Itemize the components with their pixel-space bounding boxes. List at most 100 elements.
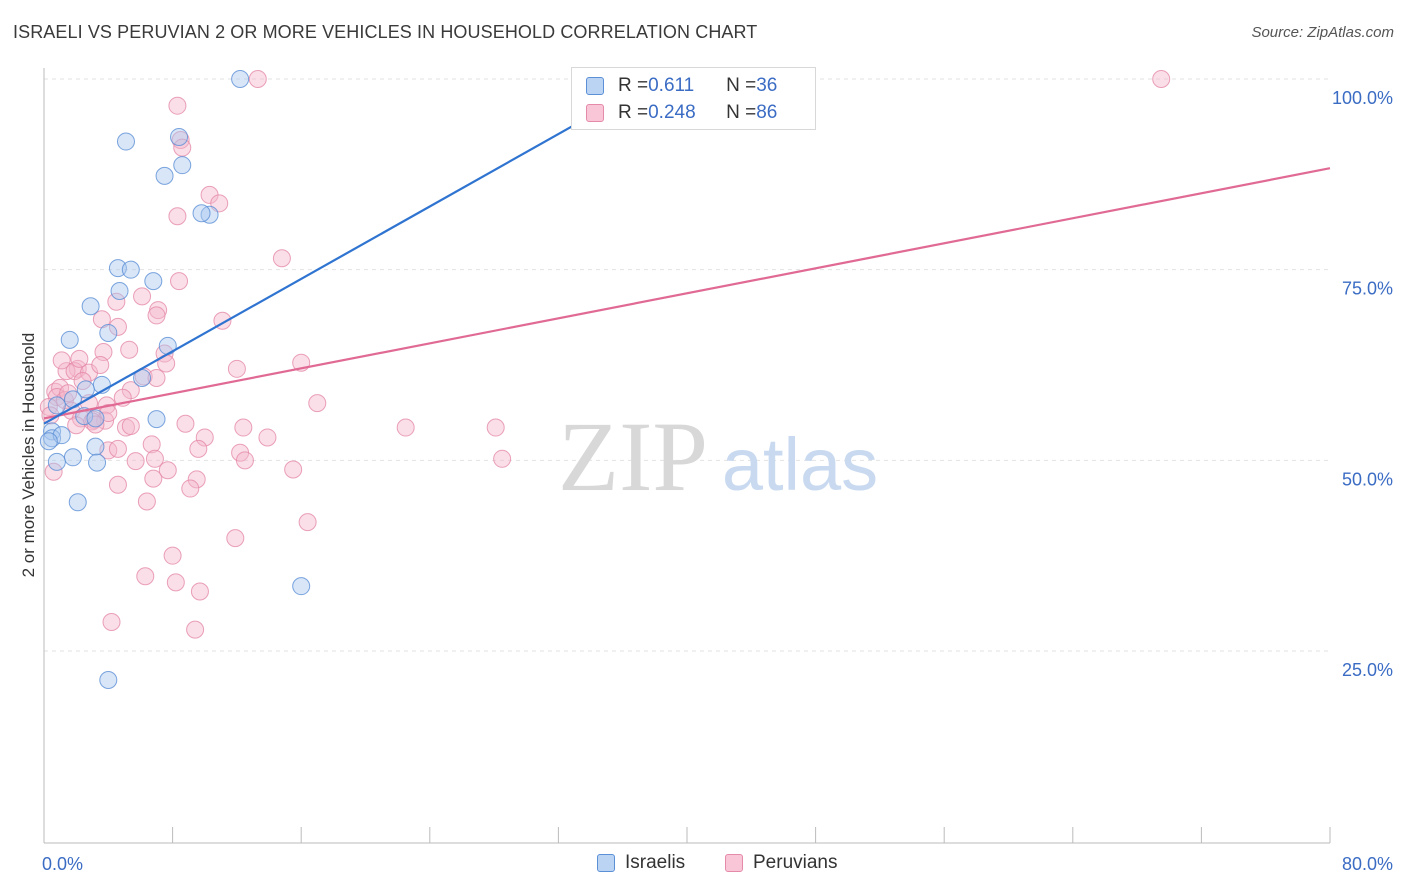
israelis-point [47,396,66,415]
peruvians-point [44,462,63,481]
peruvians-point [147,306,166,325]
peruvians-point [108,475,127,494]
israelis-trendline [43,74,664,425]
peruvians-legend-swatch [725,854,743,872]
peruvians-point [396,418,415,437]
peruvians-point [226,529,245,548]
watermark-zip: ZIP [558,401,708,512]
israelis-point [60,330,79,349]
peruvians-point [145,449,164,468]
peruvians-point [170,272,189,291]
israelis-legend-swatch [597,854,615,872]
peruvians-point [308,394,327,413]
peruvians-point [158,461,177,480]
peruvians-point [91,356,110,374]
peruvians-point [107,292,126,311]
peruvians-point [181,479,200,498]
israelis-point [68,493,87,512]
israelis-point [99,670,118,689]
r-label: R = [618,75,649,96]
israelis-point [231,70,250,88]
n-label: N = [726,75,757,96]
n-value: 36 [756,75,778,96]
israelis-point [86,409,105,428]
israelis-point [86,437,105,456]
peruvians-point [59,384,78,403]
peruvians-point [173,138,192,157]
peruvians-point [235,451,254,470]
y-tick-label: 25.0% [1342,660,1393,680]
watermark: ZIP atlas [558,401,878,512]
peruvians-point [258,428,277,447]
peruvians-point [126,452,145,471]
peruvians-point [186,620,205,639]
peruvians-point [108,439,127,458]
peruvians-point [176,414,195,433]
legend-item-israelis[interactable]: Israelis [597,852,685,874]
peruvians-point [486,418,505,437]
peruvians-point [136,567,155,586]
israelis-point [110,282,129,301]
israelis-point [292,577,311,596]
series-israelis-points [39,70,785,689]
israelis-point [121,260,140,279]
israelis-point [43,422,62,441]
peruvians-point [234,418,253,437]
y-tick-label: 100.0% [1332,88,1393,108]
x-tick-label: 80.0% [1342,854,1393,874]
x-tick-label: 0.0% [42,854,83,874]
peruvians-swatch [586,104,604,122]
peruvians-point [284,460,303,479]
israelis-point [39,432,58,451]
israelis-point [81,297,100,316]
peruvians-point [163,546,182,565]
peruvians-point [121,417,140,436]
peruvians-point [120,340,139,359]
peruvians-point [248,70,267,88]
legend-label-israelis: Israelis [625,852,686,873]
israelis-point [76,380,95,399]
peruvians-point [70,349,89,368]
peruvians-point [52,351,71,370]
legend-label-peruvians: Peruvians [753,852,838,873]
peruvians-point [190,582,209,601]
peruvians-point [272,249,291,268]
series-peruvians-points [39,70,1171,639]
peruvians-point [1152,70,1171,88]
peruvians-point [168,96,187,115]
peruvians-point [187,470,206,489]
chart-title: ISRAELI VS PERUVIAN 2 OR MORE VEHICLES I… [13,22,758,42]
trendlines [43,74,1331,425]
israelis-point [192,204,211,223]
peruvians-point [227,359,246,378]
israelis-point [170,127,189,146]
peruvians-point [168,207,187,226]
israelis-point [99,323,118,342]
israelis-point [63,448,82,467]
peruvians-point [144,469,163,488]
peruvians-point [171,131,190,150]
peruvians-point [195,428,214,447]
n-value: 86 [756,102,778,123]
source-label: Source: ZipAtlas.com [1251,24,1394,41]
y-tick-label: 50.0% [1342,469,1393,489]
stat-legend-row-peruvians: R = 0.248 N = 86 [586,101,777,125]
israelis-point [108,259,127,278]
stat-legend: R = 0.611 N = 36 R = 0.248 N = 86 [571,67,816,130]
r-label: R = [618,102,649,123]
bottom-legend: Israelis Peruvians [0,848,1406,878]
israelis-point [47,452,66,471]
peruvians-point [108,317,127,336]
r-value: 0.611 [648,75,695,96]
peruvians-point [189,439,208,458]
israelis-point [116,132,135,151]
axes [43,68,1331,844]
peruvians-point [133,287,152,306]
r-value: 0.248 [648,102,696,123]
y-axis-label: 2 or more Vehicles in Household [19,333,38,578]
israelis-point [43,429,62,448]
israelis-swatch [586,77,604,95]
israelis-point [144,272,163,291]
stat-legend-row-israelis: R = 0.611 N = 36 [586,74,777,98]
legend-item-peruvians[interactable]: Peruvians [725,852,838,874]
